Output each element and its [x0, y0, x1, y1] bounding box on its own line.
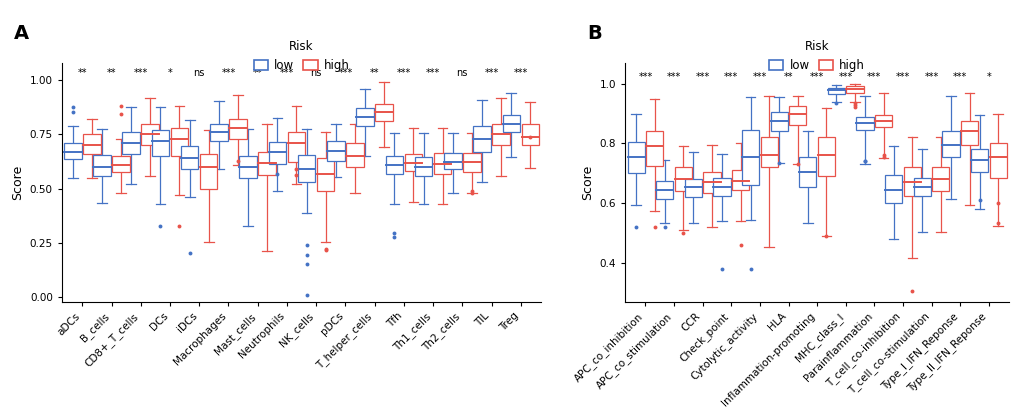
Bar	[942, 132, 959, 157]
Bar	[655, 181, 673, 199]
Text: **: **	[783, 72, 793, 82]
Bar	[200, 154, 217, 189]
Text: ns: ns	[194, 68, 205, 78]
Bar	[712, 178, 730, 196]
Legend: low, high: low, high	[764, 35, 869, 77]
Bar	[229, 119, 247, 139]
Bar	[675, 167, 691, 191]
Bar	[443, 153, 462, 169]
Bar	[375, 104, 392, 122]
Bar	[317, 158, 334, 191]
Y-axis label: Score: Score	[581, 165, 594, 200]
Text: ***: ***	[923, 72, 937, 82]
Text: ***: ***	[952, 72, 966, 82]
Bar	[433, 153, 450, 173]
Bar	[817, 137, 835, 176]
Text: **: **	[370, 68, 379, 78]
Bar	[502, 115, 520, 132]
Text: **: **	[77, 68, 87, 78]
Text: B: B	[586, 24, 601, 44]
Text: *: *	[167, 68, 172, 78]
Bar	[258, 152, 276, 175]
Text: ***: ***	[338, 68, 353, 78]
Bar	[356, 109, 374, 126]
Bar	[627, 142, 644, 173]
Text: ***: ***	[666, 72, 681, 82]
Bar	[732, 170, 748, 190]
Text: ***: ***	[426, 68, 440, 78]
Bar	[741, 130, 758, 185]
Bar	[83, 134, 101, 154]
Bar	[327, 141, 344, 160]
Text: ***: ***	[484, 68, 498, 78]
Bar	[180, 146, 199, 169]
Text: ***: ***	[221, 68, 235, 78]
Bar	[492, 124, 510, 145]
Bar	[345, 143, 364, 167]
Bar	[970, 150, 987, 172]
Text: ***: ***	[695, 72, 709, 82]
Bar	[287, 132, 305, 162]
Bar	[405, 154, 422, 171]
Text: ***: ***	[752, 72, 766, 82]
Text: *: *	[985, 72, 990, 82]
Bar	[760, 137, 777, 167]
Text: ns: ns	[457, 68, 468, 78]
Text: ***: ***	[279, 68, 293, 78]
Text: ***: ***	[866, 72, 880, 82]
Bar	[122, 132, 140, 154]
Bar	[903, 167, 920, 196]
Bar	[463, 153, 480, 173]
Bar	[799, 157, 815, 187]
Text: **: **	[107, 68, 116, 78]
Text: ***: ***	[895, 72, 909, 82]
Bar	[827, 88, 844, 94]
Bar	[521, 124, 538, 145]
Text: ***: ***	[723, 72, 738, 82]
Bar	[874, 115, 892, 127]
Bar	[846, 86, 863, 93]
Text: ***: ***	[638, 72, 652, 82]
Text: ns: ns	[310, 68, 322, 78]
Bar	[770, 112, 787, 132]
Bar	[988, 143, 1006, 178]
Bar	[64, 143, 82, 160]
Bar	[856, 116, 873, 130]
Y-axis label: Score: Score	[11, 165, 24, 200]
Text: ***: ***	[838, 72, 852, 82]
Bar	[170, 128, 189, 156]
Bar	[789, 106, 806, 125]
Text: ***: ***	[514, 68, 528, 78]
Bar	[415, 157, 432, 176]
Text: A: A	[14, 24, 29, 44]
Bar	[112, 156, 129, 173]
Bar	[210, 124, 227, 141]
Bar	[152, 130, 169, 156]
Bar	[298, 155, 315, 182]
Bar	[268, 142, 286, 164]
Legend: low, high: low, high	[249, 35, 354, 77]
Bar	[142, 124, 159, 145]
Bar	[884, 175, 902, 203]
Bar	[93, 155, 111, 176]
Bar	[960, 121, 977, 145]
Bar	[684, 179, 701, 197]
Text: ***: ***	[809, 72, 823, 82]
Bar	[473, 126, 490, 152]
Text: **: **	[253, 68, 262, 78]
Bar	[645, 132, 662, 166]
Bar	[913, 178, 930, 196]
Text: ***: ***	[396, 68, 411, 78]
Bar	[931, 167, 949, 191]
Bar	[703, 172, 719, 193]
Text: ***: ***	[133, 68, 148, 78]
Bar	[385, 156, 403, 173]
Bar	[239, 156, 257, 178]
